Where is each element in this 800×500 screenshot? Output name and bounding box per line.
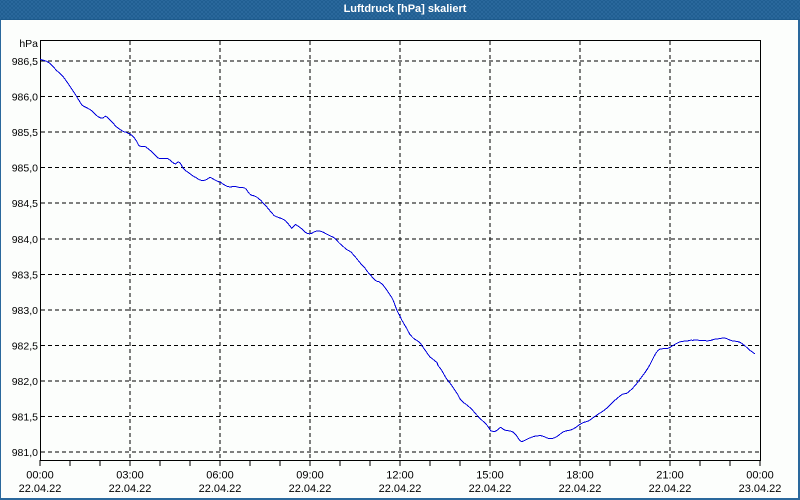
svg-text:22.04.22: 22.04.22 bbox=[379, 483, 422, 495]
svg-text:18:00: 18:00 bbox=[566, 470, 594, 482]
svg-text:00:00: 00:00 bbox=[746, 470, 774, 482]
svg-text:982,0: 982,0 bbox=[12, 376, 38, 388]
svg-text:983,5: 983,5 bbox=[12, 269, 38, 281]
svg-text:23.04.22: 23.04.22 bbox=[739, 483, 782, 495]
svg-text:09:00: 09:00 bbox=[296, 470, 324, 482]
svg-text:22.04.22: 22.04.22 bbox=[649, 483, 692, 495]
svg-text:12:00: 12:00 bbox=[386, 470, 414, 482]
svg-text:981,5: 981,5 bbox=[12, 412, 38, 424]
svg-text:06:00: 06:00 bbox=[206, 470, 234, 482]
svg-text:03:00: 03:00 bbox=[116, 470, 144, 482]
svg-text:22.04.22: 22.04.22 bbox=[559, 483, 602, 495]
svg-text:00:00: 00:00 bbox=[26, 470, 54, 482]
svg-text:15:00: 15:00 bbox=[476, 470, 504, 482]
svg-text:22.04.22: 22.04.22 bbox=[289, 483, 332, 495]
svg-text:22.04.22: 22.04.22 bbox=[199, 483, 242, 495]
svg-text:983,0: 983,0 bbox=[12, 305, 38, 317]
svg-text:984,5: 984,5 bbox=[12, 198, 38, 210]
svg-text:22.04.22: 22.04.22 bbox=[109, 483, 152, 495]
svg-text:986,0: 986,0 bbox=[12, 92, 38, 104]
svg-text:22.04.22: 22.04.22 bbox=[469, 483, 512, 495]
svg-text:985,5: 985,5 bbox=[12, 127, 38, 139]
svg-text:hPa: hPa bbox=[19, 38, 38, 50]
svg-text:986,5: 986,5 bbox=[12, 56, 38, 68]
svg-text:984,0: 984,0 bbox=[12, 234, 38, 246]
svg-text:981,0: 981,0 bbox=[12, 447, 38, 459]
svg-text:21:00: 21:00 bbox=[656, 470, 684, 482]
svg-text:982,5: 982,5 bbox=[12, 340, 38, 352]
svg-text:22.04.22: 22.04.22 bbox=[19, 483, 62, 495]
svg-text:985,0: 985,0 bbox=[12, 163, 38, 175]
